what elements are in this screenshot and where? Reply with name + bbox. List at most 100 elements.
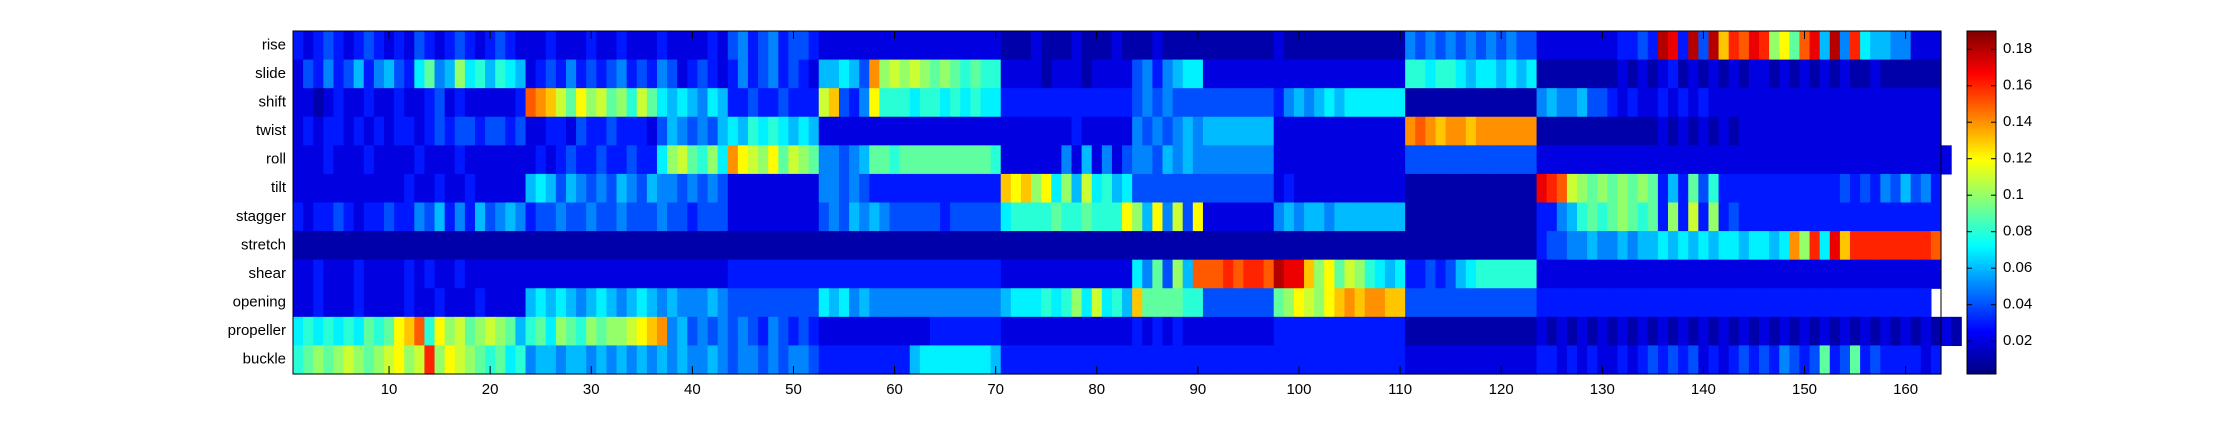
- heatmap-cell: [828, 345, 840, 375]
- heatmap-cell: [909, 259, 921, 289]
- heatmap-cell: [515, 288, 527, 318]
- heatmap-cell: [1152, 145, 1164, 175]
- heatmap-cell: [565, 88, 577, 118]
- heatmap-cell: [1425, 116, 1437, 146]
- heatmap-cell: [1081, 116, 1093, 146]
- heatmap-cell: [1202, 345, 1214, 375]
- heatmap-cell: [677, 173, 688, 204]
- heatmap-cell: [1223, 345, 1234, 375]
- heatmap-cell: [424, 231, 436, 261]
- heatmap-cell: [798, 231, 810, 261]
- heatmap-cell: [1142, 116, 1153, 146]
- heatmap-cell: [353, 345, 365, 375]
- heatmap-cell: [1890, 116, 1902, 146]
- heatmap-cell: [1263, 59, 1275, 89]
- heatmap-cell: [1789, 202, 1801, 232]
- heatmap-cell: [464, 116, 476, 146]
- heatmap-cell: [808, 288, 820, 318]
- heatmap-cell: [383, 202, 395, 232]
- heatmap-cell: [1526, 259, 1538, 289]
- heatmap-cell: [656, 288, 668, 318]
- heatmap-cell: [707, 145, 719, 175]
- heatmap-cell: [1253, 259, 1265, 289]
- heatmap-cell: [737, 316, 749, 347]
- heatmap-cell: [889, 316, 901, 347]
- heatmap-cell: [1091, 88, 1103, 118]
- heatmap-cell: [1526, 116, 1538, 146]
- heatmap-cell: [1769, 202, 1780, 232]
- heatmap-cell: [1273, 145, 1285, 175]
- heatmap-cell: [1314, 259, 1325, 289]
- heatmap-cell: [1324, 173, 1335, 204]
- heatmap-cell: [1071, 59, 1083, 89]
- heatmap-cell: [1263, 173, 1275, 204]
- heatmap-cell: [1759, 145, 1770, 175]
- heatmap-cell: [1910, 88, 1922, 118]
- heatmap-cell: [1698, 345, 1710, 375]
- heatmap-cell: [768, 173, 779, 204]
- heatmap-cell: [1789, 59, 1801, 89]
- heatmap-cell: [1132, 173, 1143, 204]
- heatmap-cell: [1566, 173, 1578, 204]
- heatmap-cell: [1850, 345, 1861, 375]
- heatmap-cell: [899, 88, 911, 118]
- heatmap-cell: [1506, 145, 1517, 175]
- heatmap-cell: [1819, 259, 1831, 289]
- heatmap-cell: [1192, 202, 1204, 232]
- heatmap-cell: [747, 31, 759, 61]
- heatmap-cell: [737, 202, 749, 232]
- heatmap-cell: [1405, 59, 1416, 89]
- heatmap-cell: [646, 316, 658, 347]
- heatmap-cell: [737, 116, 749, 146]
- heatmap-cell: [1516, 231, 1528, 261]
- heatmap-cell: [1839, 231, 1851, 261]
- heatmap-cell: [1577, 173, 1588, 204]
- heatmap-cell: [636, 316, 648, 347]
- heatmap-cell: [1020, 345, 1032, 375]
- heatmap-cell: [1637, 173, 1649, 204]
- heatmap-cell: [1789, 231, 1801, 261]
- heatmap-cell: [1041, 88, 1052, 118]
- heatmap-cell: [768, 31, 779, 61]
- heatmap-cell: [1688, 259, 1699, 289]
- heatmap-cell: [667, 259, 678, 289]
- heatmap-cell: [1172, 173, 1184, 204]
- heatmap-cell: [1829, 288, 1841, 318]
- heatmap-cell: [1647, 288, 1659, 318]
- heatmap-cell: [293, 59, 304, 89]
- heatmap-cell: [940, 288, 951, 318]
- heatmap-cell: [1496, 145, 1507, 175]
- heatmap-cell: [485, 316, 496, 347]
- heatmap-cell: [1152, 173, 1164, 204]
- heatmap-cell: [1536, 316, 1548, 347]
- heatmap-cell: [980, 88, 992, 118]
- heatmap-cell: [1486, 288, 1497, 318]
- heatmap-cell: [343, 31, 355, 61]
- heatmap-cell: [1728, 116, 1740, 146]
- heatmap-cell: [1253, 145, 1265, 175]
- heatmap-cell: [1688, 88, 1699, 118]
- heatmap-cell: [818, 231, 830, 261]
- heatmap-cell: [1253, 345, 1265, 375]
- heatmap-cell: [485, 288, 496, 318]
- heatmap-cell: [758, 259, 769, 289]
- heatmap-cell: [323, 173, 335, 204]
- heatmap-cell: [980, 173, 992, 204]
- heatmap-cell: [1061, 31, 1073, 61]
- heatmap-cell: [1647, 316, 1659, 347]
- heatmap-cell: [1334, 173, 1346, 204]
- heatmap-cell: [1364, 116, 1376, 146]
- heatmap-cell: [626, 116, 638, 146]
- heatmap-cell: [1688, 145, 1699, 175]
- heatmap-cell: [1748, 88, 1760, 118]
- heatmap-cell: [343, 288, 355, 318]
- heatmap-cell: [1759, 202, 1770, 232]
- heatmap-cell: [1122, 59, 1133, 89]
- heatmap-cell: [818, 259, 830, 289]
- heatmap-cell: [1688, 59, 1699, 89]
- heatmap-cell: [1860, 145, 1871, 175]
- heatmap-cell: [1111, 145, 1123, 175]
- heatmap-cell: [1799, 145, 1811, 175]
- heatmap-cell: [1071, 316, 1083, 347]
- heatmap-cell: [555, 116, 567, 146]
